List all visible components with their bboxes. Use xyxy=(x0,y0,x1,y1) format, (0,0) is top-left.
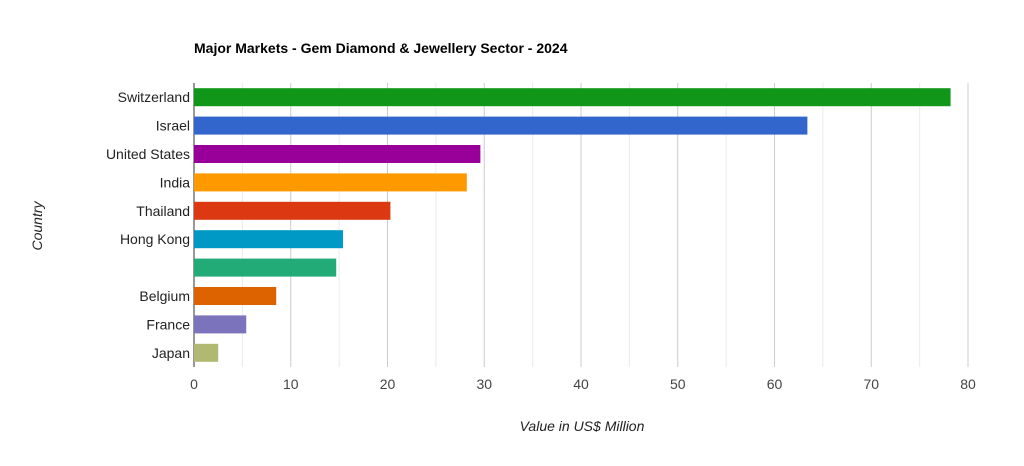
bar xyxy=(194,230,343,249)
bar xyxy=(194,201,391,220)
x-tick-label: 80 xyxy=(960,376,976,392)
x-axis-label: Value in US$ Million xyxy=(520,418,645,434)
x-tick-label: 20 xyxy=(380,376,396,392)
y-tick-label: France xyxy=(146,316,190,332)
bar xyxy=(194,258,337,277)
x-tick-label: 10 xyxy=(283,376,299,392)
y-tick-label: Hong Kong xyxy=(120,231,190,247)
bar xyxy=(194,173,467,192)
y-tick-label: Thailand xyxy=(136,203,190,219)
y-tick-label: Israel xyxy=(156,118,190,134)
x-tick-label: 70 xyxy=(863,376,879,392)
bar xyxy=(194,145,481,163)
chart-title: Major Markets - Gem Diamond & Jewellery … xyxy=(194,40,568,56)
x-tick-label: 40 xyxy=(573,376,589,392)
bar xyxy=(194,315,247,334)
bar xyxy=(194,116,808,135)
bar xyxy=(194,343,219,362)
y-tick-label: Belgium xyxy=(139,288,190,304)
x-tick-label: 0 xyxy=(190,376,198,392)
bar xyxy=(194,88,951,107)
x-tick-label: 60 xyxy=(767,376,783,392)
y-tick-label: India xyxy=(160,174,191,190)
bar xyxy=(194,287,277,305)
x-tick-label: 50 xyxy=(670,376,686,392)
y-tick-label: United States xyxy=(106,146,190,162)
y-tick-label: Switzerland xyxy=(118,89,190,105)
x-tick-label: 30 xyxy=(476,376,492,392)
y-tick-label: Japan xyxy=(152,345,190,361)
y-axis-label: Country xyxy=(29,200,45,250)
